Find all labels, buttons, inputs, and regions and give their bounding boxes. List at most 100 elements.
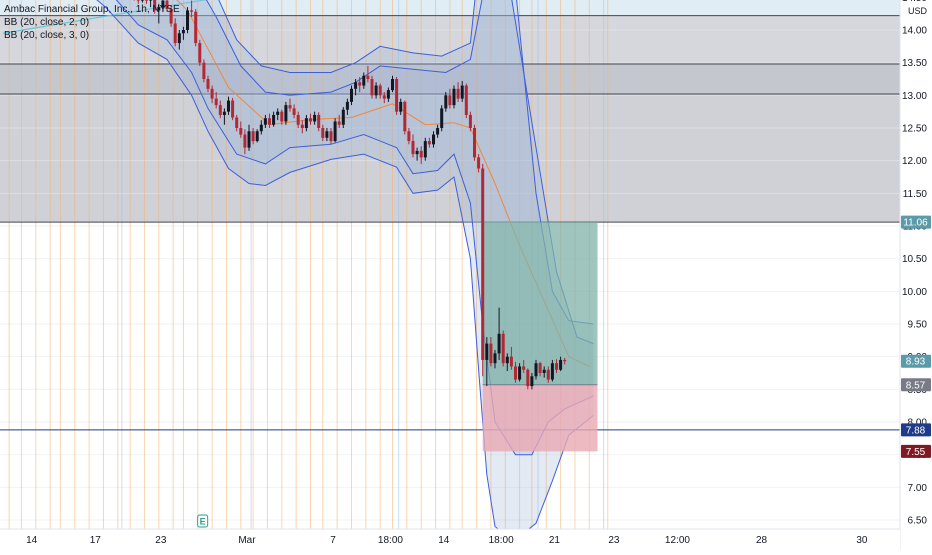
candle[interactable] xyxy=(550,363,554,380)
candle[interactable] xyxy=(456,88,460,99)
candle[interactable] xyxy=(210,88,214,99)
candle[interactable] xyxy=(288,105,292,109)
candle[interactable] xyxy=(251,131,255,142)
candle[interactable] xyxy=(423,141,427,158)
candle[interactable] xyxy=(235,117,239,129)
candle[interactable] xyxy=(444,95,448,109)
candle[interactable] xyxy=(354,82,358,89)
candle[interactable] xyxy=(345,101,349,110)
candle[interactable] xyxy=(542,369,546,374)
candle[interactable] xyxy=(333,121,337,142)
candle[interactable] xyxy=(194,11,198,44)
candle[interactable] xyxy=(366,75,370,80)
candle[interactable] xyxy=(501,333,505,364)
candle[interactable] xyxy=(304,118,308,129)
candle[interactable] xyxy=(448,95,452,106)
candle[interactable] xyxy=(214,98,218,106)
candle[interactable] xyxy=(391,79,394,91)
candle[interactable] xyxy=(341,109,345,125)
candle[interactable] xyxy=(530,376,534,387)
candle[interactable] xyxy=(280,111,284,122)
candle[interactable] xyxy=(140,0,144,1)
candle[interactable] xyxy=(386,90,390,99)
candle[interactable] xyxy=(329,131,333,142)
candle[interactable] xyxy=(432,134,435,145)
candle[interactable] xyxy=(497,333,501,354)
candle[interactable] xyxy=(177,33,181,44)
candle[interactable] xyxy=(485,343,489,360)
candle[interactable] xyxy=(370,79,374,96)
candle[interactable] xyxy=(460,85,464,99)
candle[interactable] xyxy=(427,141,431,145)
candle[interactable] xyxy=(546,369,550,380)
candle[interactable] xyxy=(452,88,456,106)
candle[interactable] xyxy=(563,359,567,362)
candle[interactable] xyxy=(239,128,243,135)
candle[interactable] xyxy=(190,10,194,12)
candle[interactable] xyxy=(522,366,526,370)
candle[interactable] xyxy=(350,88,353,102)
candle[interactable] xyxy=(464,85,468,115)
candle[interactable] xyxy=(227,100,230,112)
indicator-bb-2[interactable]: BB (20, close, 2, 0) xyxy=(4,17,90,28)
earnings-icon[interactable] xyxy=(197,514,209,528)
candle[interactable] xyxy=(243,134,247,148)
candle[interactable] xyxy=(436,128,440,135)
candle[interactable] xyxy=(358,82,362,86)
candle[interactable] xyxy=(526,369,530,387)
candle[interactable] xyxy=(292,108,296,115)
candle[interactable] xyxy=(321,128,325,138)
candle[interactable] xyxy=(403,101,407,132)
candle[interactable] xyxy=(514,366,517,380)
candle[interactable] xyxy=(555,363,558,370)
candle[interactable] xyxy=(440,108,444,129)
candle[interactable] xyxy=(493,353,497,364)
candle[interactable] xyxy=(198,43,202,63)
candle[interactable] xyxy=(313,114,317,122)
position-loss-zone[interactable] xyxy=(482,384,598,452)
candle[interactable] xyxy=(263,118,267,125)
candle[interactable] xyxy=(272,114,276,125)
candle[interactable] xyxy=(153,0,157,11)
candle[interactable] xyxy=(136,0,140,1)
candle[interactable] xyxy=(202,62,206,80)
indicator-bb-3[interactable]: BB (20, close, 3, 0) xyxy=(4,30,90,41)
candle[interactable] xyxy=(173,23,177,44)
candle[interactable] xyxy=(468,114,472,129)
candle[interactable] xyxy=(374,85,378,96)
candle[interactable] xyxy=(399,101,403,112)
candle[interactable] xyxy=(538,363,542,374)
candle[interactable] xyxy=(378,85,382,96)
candle[interactable] xyxy=(362,75,366,86)
candle[interactable] xyxy=(206,79,210,89)
candle[interactable] xyxy=(181,30,185,34)
candle[interactable] xyxy=(255,131,259,142)
candle[interactable] xyxy=(296,114,300,125)
candle[interactable] xyxy=(145,0,148,1)
candle[interactable] xyxy=(169,9,173,24)
trendline[interactable] xyxy=(2,0,737,34)
candle[interactable] xyxy=(395,79,399,112)
candle[interactable] xyxy=(489,343,493,364)
candle[interactable] xyxy=(247,131,251,148)
candle[interactable] xyxy=(259,124,263,132)
candle[interactable] xyxy=(165,0,169,10)
candle[interactable] xyxy=(518,366,522,380)
candle[interactable] xyxy=(222,111,226,115)
candle[interactable] xyxy=(473,128,476,158)
candle[interactable] xyxy=(276,111,280,115)
candle[interactable] xyxy=(325,131,329,138)
candle[interactable] xyxy=(157,7,161,11)
candle[interactable] xyxy=(317,114,321,129)
candle[interactable] xyxy=(477,157,481,169)
candle[interactable] xyxy=(231,100,235,118)
candle[interactable] xyxy=(505,356,509,364)
candle[interactable] xyxy=(419,150,423,158)
candle[interactable] xyxy=(534,363,538,377)
candle[interactable] xyxy=(218,105,222,115)
candle[interactable] xyxy=(284,105,288,122)
price-axis[interactable] xyxy=(900,0,932,550)
candle[interactable] xyxy=(509,356,513,367)
